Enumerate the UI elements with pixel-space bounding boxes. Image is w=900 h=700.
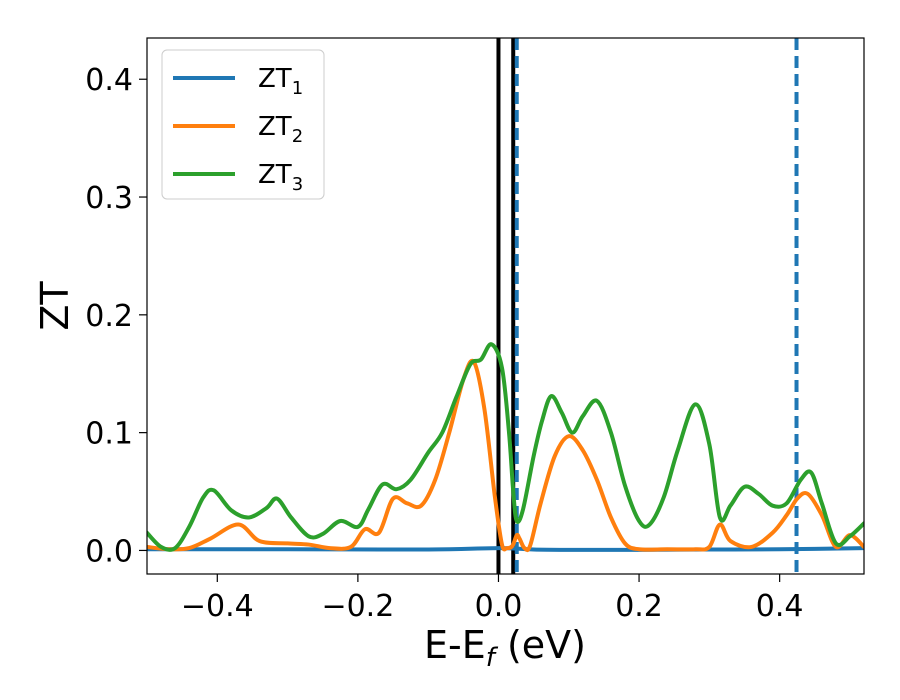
legend: ZT1 ZT2 ZT3 <box>161 49 325 200</box>
legend-label-zt2: ZT2 <box>258 112 303 147</box>
series-lines <box>147 342 864 553</box>
y-axis-label: ZT <box>33 281 77 331</box>
y-tick-label: 0.4 <box>85 63 133 98</box>
legend-label-zt1: ZT1 <box>258 64 303 99</box>
x-tick-label: −0.4 <box>181 589 254 624</box>
y-tick-label: 0.3 <box>85 181 133 216</box>
plot-frame <box>146 37 865 575</box>
x-axis-label-unit: (eV) <box>495 623 586 667</box>
legend-label-zt3: ZT3 <box>258 160 303 195</box>
y-tick-label: 0.0 <box>85 534 133 569</box>
y-tick-label: 0.2 <box>85 299 133 334</box>
series-line-zt3 <box>147 342 864 552</box>
x-axis-label: E-Ef (eV) <box>424 623 586 673</box>
x-tick-label: −0.2 <box>321 589 394 624</box>
series-line-zt1 <box>147 546 864 552</box>
x-axis-ticks: −0.4 −0.2 0.0 0.2 0.4 <box>181 574 804 624</box>
series-line-zt2 <box>147 358 864 553</box>
y-tick-label: 0.1 <box>85 417 133 452</box>
x-tick-label: 0.0 <box>475 589 523 624</box>
y-axis-ticks: 0.0 0.1 0.2 0.3 0.4 <box>85 63 147 569</box>
x-axis-label-main: E-E <box>424 623 486 667</box>
x-tick-label: 0.4 <box>756 589 804 624</box>
x-tick-label: 0.2 <box>615 589 663 624</box>
legend-frame <box>161 49 325 200</box>
